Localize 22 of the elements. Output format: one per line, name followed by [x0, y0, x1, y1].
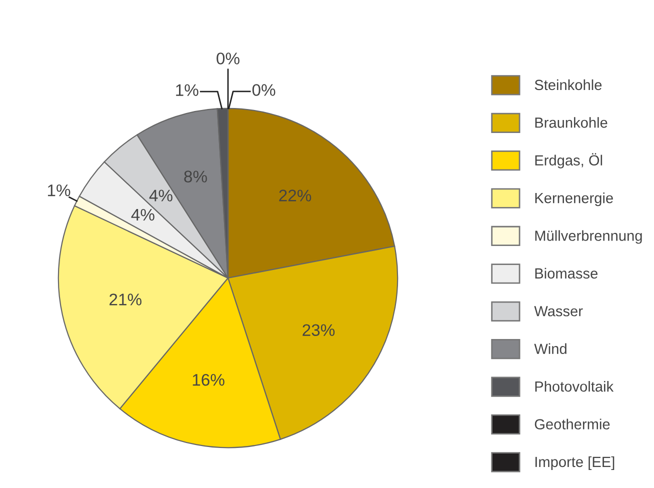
data-label: 21%: [110, 294, 142, 306]
legend-label: Müllverbrennung: [535, 230, 642, 244]
legend-label: Kernenergie: [535, 192, 613, 206]
legend-label: Photovoltaik: [535, 380, 614, 392]
data-label: 4%: [149, 190, 172, 202]
legend-label: Erdgas, Öl: [535, 153, 602, 168]
legend-label: Steinkohle: [534, 79, 602, 90]
legend-label: Biomasse: [535, 268, 598, 279]
data-label: 16%: [192, 374, 224, 386]
text: 0%: [252, 84, 276, 96]
data-label: 1%: [176, 84, 198, 96]
legend-label: Wasser: [534, 306, 583, 316]
data-label: 4%: [131, 208, 154, 221]
legend-label: Wind: [534, 343, 566, 354]
legend-label: Braunkohle: [535, 117, 608, 128]
data-label: 22%: [279, 190, 312, 202]
data-label: 8%: [184, 170, 207, 182]
legend-label: Importe [EE]: [535, 456, 614, 470]
data-label: 23%: [302, 324, 335, 336]
legend-label: Geothermie: [534, 418, 610, 430]
data-label: 1%: [48, 184, 70, 196]
text: 0%: [216, 52, 240, 64]
